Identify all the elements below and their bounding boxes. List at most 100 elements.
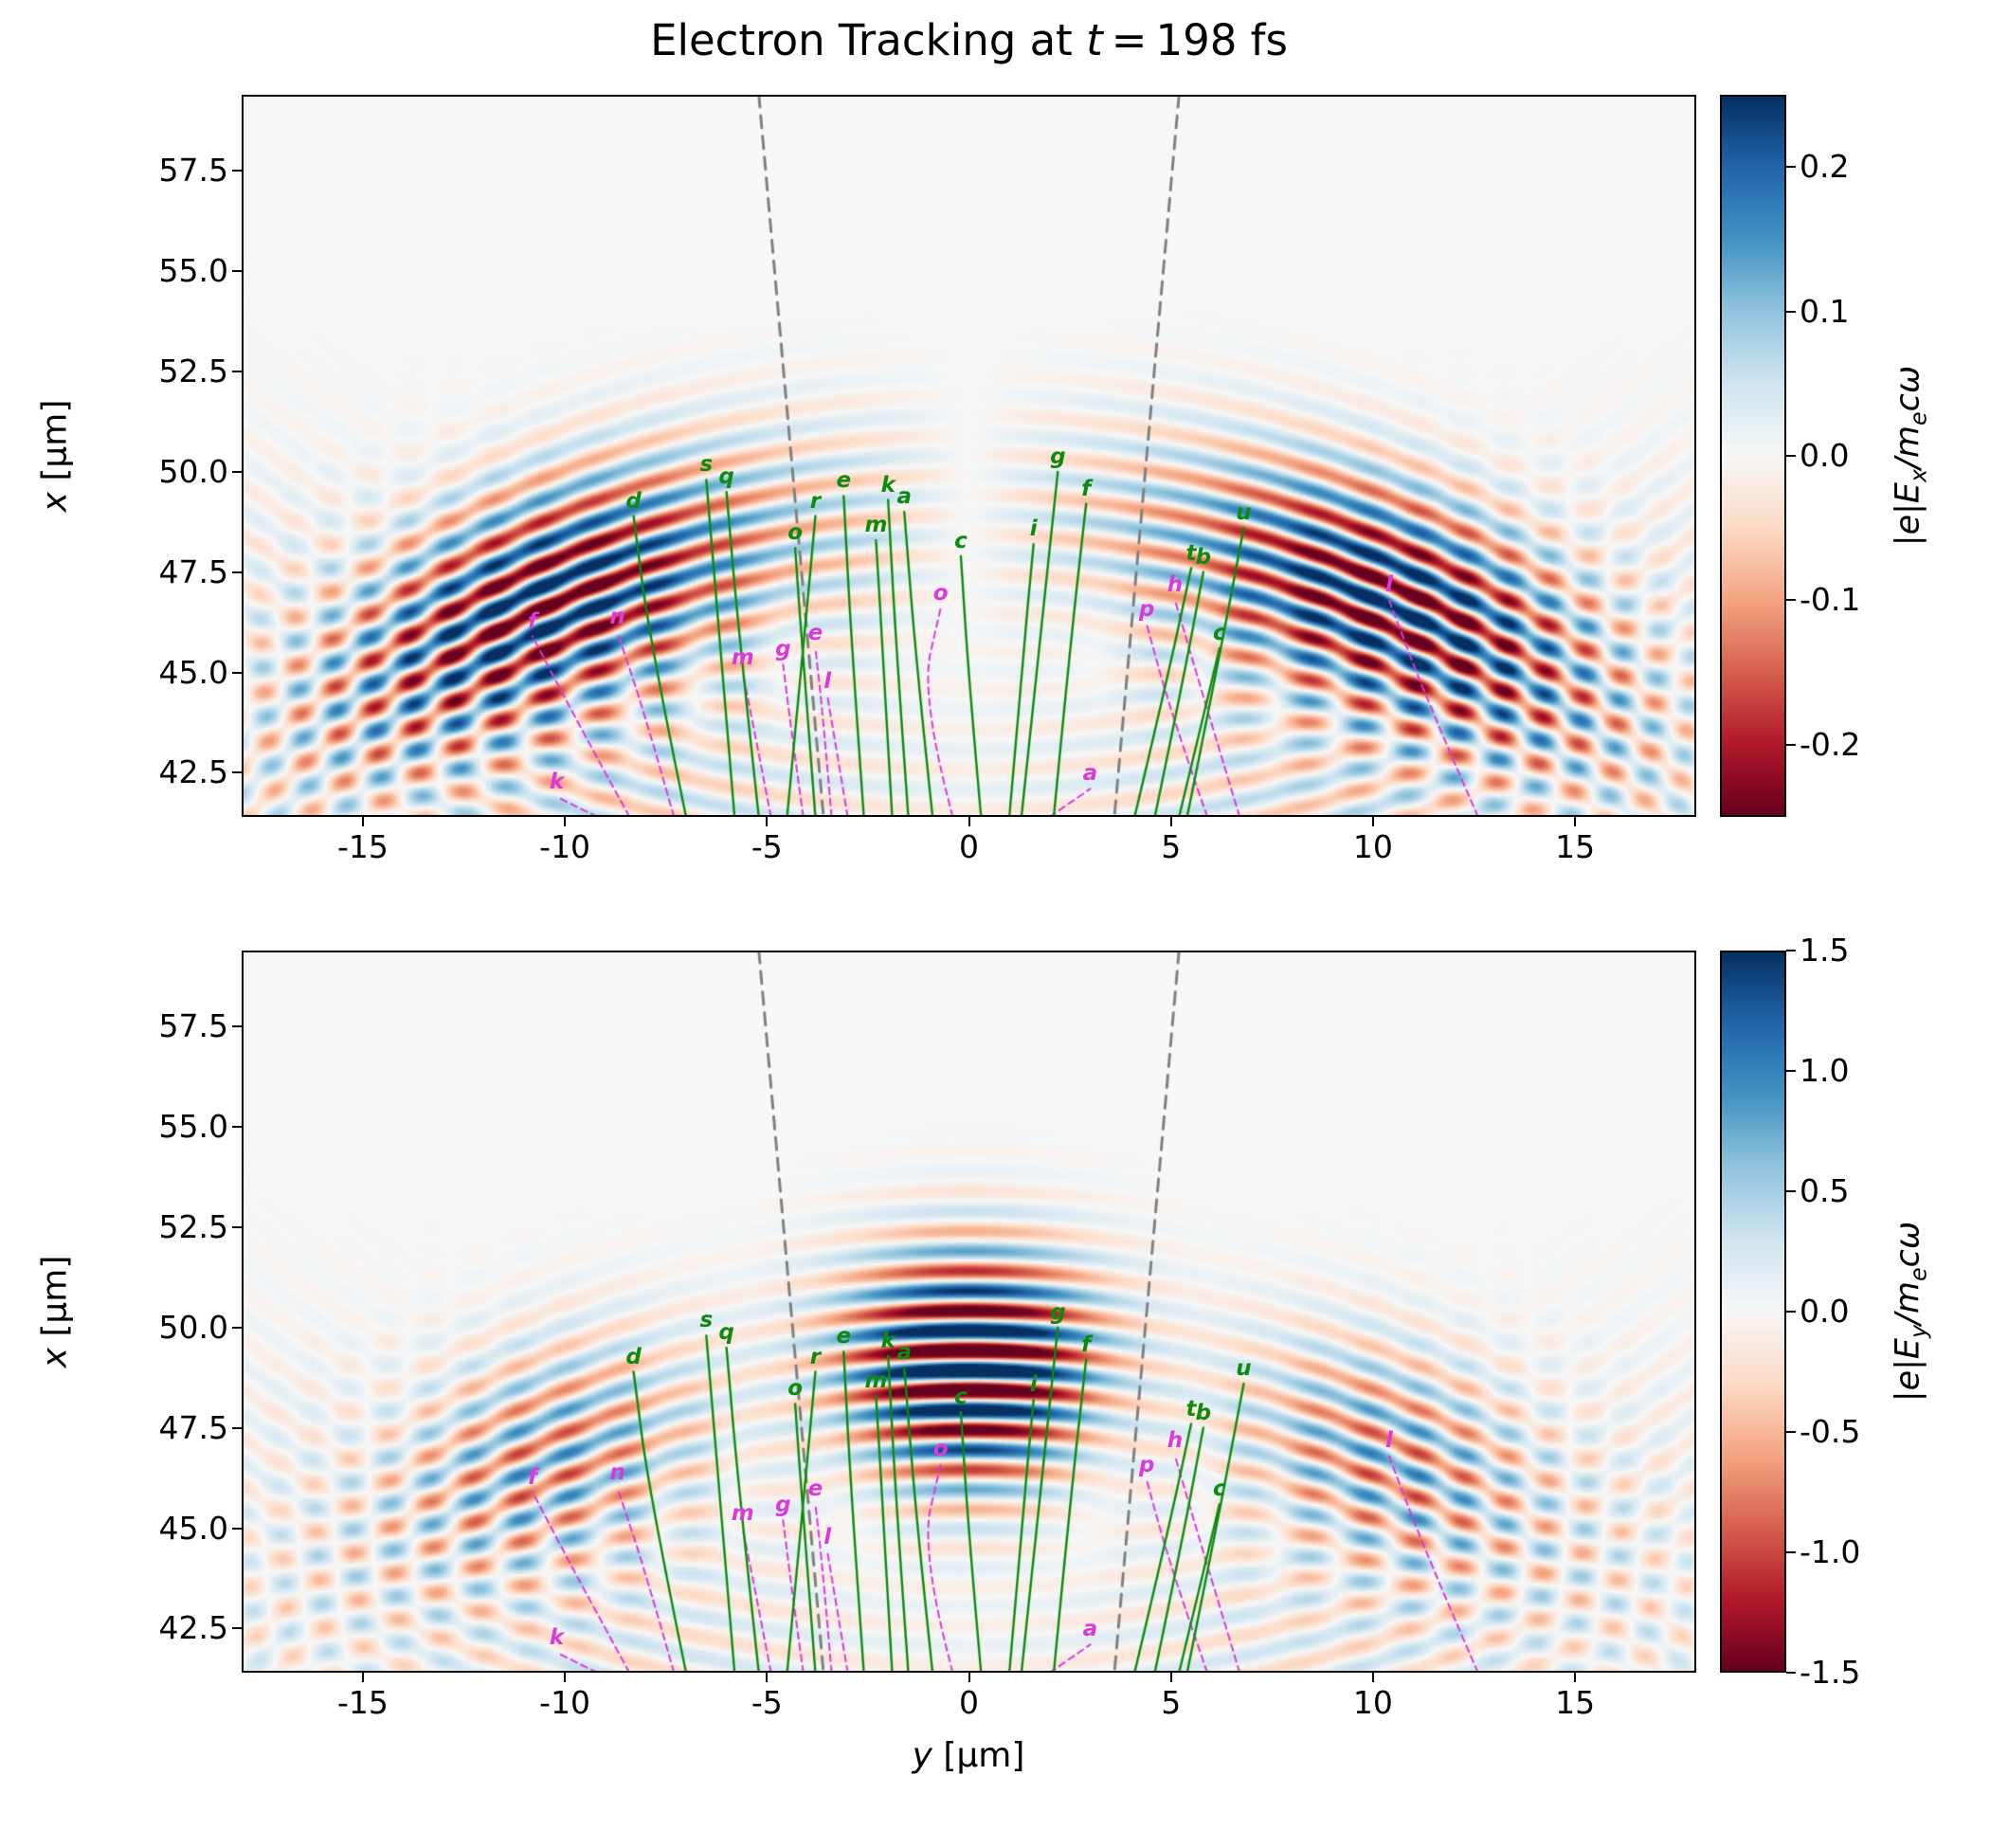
- x-tick-label: 0: [959, 828, 979, 865]
- colorbar-tick-label: 1.5: [1800, 932, 1850, 969]
- y-tick: [232, 470, 242, 473]
- x-tick-label: -5: [751, 828, 783, 865]
- trajectory-label-magenta: l: [823, 669, 832, 694]
- colorbar-tick-label: -0.1: [1800, 581, 1861, 619]
- trajectory-label-magenta: n: [609, 1460, 625, 1486]
- y-tick-label: 45.0: [158, 653, 228, 691]
- colorbar-tick: [1786, 1190, 1796, 1192]
- colorbar-tick: [1786, 455, 1796, 457]
- colorbar-tick: [1786, 950, 1796, 951]
- trajectory-label-magenta: a: [1082, 1617, 1098, 1642]
- x-tick-label: 15: [1555, 1684, 1596, 1721]
- trajectory-label-magenta: p: [1138, 1452, 1155, 1477]
- ex-cblabel-post: cω: [1889, 365, 1927, 412]
- trajectory-label-green: q: [718, 1320, 734, 1346]
- ey-colorbar-label: |e|Ey/mecω: [1890, 1222, 1932, 1402]
- trajectory-label-green: s: [699, 1308, 714, 1333]
- trajectory-label-green: c: [954, 1384, 968, 1409]
- trajectory-label-magenta: n: [609, 605, 625, 630]
- ey-cblabel-sub2: e: [1905, 1267, 1932, 1281]
- trajectory-label-green: t: [1185, 1396, 1197, 1422]
- colorbar-tick: [1786, 166, 1796, 169]
- trajectory-label-magenta: f: [527, 608, 538, 634]
- trajectory-label-green: i: [1029, 1372, 1038, 1398]
- colorbar-tick: [1786, 310, 1796, 313]
- y-tick-label: 50.0: [158, 452, 228, 490]
- x-tick-label: -15: [336, 828, 389, 865]
- x-tick: [968, 817, 970, 826]
- ex-colorbar: [1720, 95, 1786, 817]
- y-tick: [232, 1226, 242, 1229]
- title-variable: t: [1086, 15, 1103, 65]
- colorbar-tick-label: -1.5: [1800, 1654, 1861, 1691]
- y-tick: [232, 1627, 242, 1630]
- x-tick: [1574, 1673, 1577, 1682]
- x-tick: [968, 1673, 970, 1682]
- trajectory-label-green: a: [896, 1340, 913, 1366]
- y-axis-unit: [μm]: [35, 399, 75, 493]
- y-tick: [232, 1126, 242, 1129]
- trajectory-label-green: c: [1213, 621, 1226, 646]
- ex-cblabel-pre: |e|E: [1889, 481, 1927, 547]
- y-axis-variable: x: [35, 492, 75, 513]
- y-tick-label: 42.5: [158, 753, 228, 791]
- ey-cblabel-sub: y: [1905, 1324, 1932, 1338]
- y-axis-variable: x: [35, 1348, 75, 1368]
- ex-cblabel-mid: /m: [1889, 426, 1927, 469]
- title-text: Electron Tracking at: [650, 15, 1087, 65]
- figure-title: Electron Tracking at t = 198 fs: [242, 15, 1696, 65]
- y-tick-label: 52.5: [158, 1208, 228, 1246]
- colorbar-tick-label: 0.0: [1800, 1293, 1850, 1330]
- x-tick: [1371, 1673, 1374, 1682]
- trajectory-label-magenta: p: [1138, 596, 1155, 622]
- y-tick-label: 57.5: [158, 152, 228, 190]
- trajectory-label-green: o: [787, 520, 804, 546]
- trajectory-label-green: e: [836, 468, 852, 494]
- x-axis-variable: y: [912, 1736, 932, 1775]
- y-tick-label: 47.5: [158, 553, 228, 590]
- trajectory-label-magenta: m: [731, 644, 754, 670]
- trajectory-label-green: t: [1185, 540, 1197, 566]
- ex-colorbar-label: |e|Ex/mecω: [1890, 366, 1932, 546]
- trajectory-label-green: q: [718, 464, 734, 490]
- trajectory-label-green: m: [864, 1368, 888, 1393]
- x-tick-label: 0: [959, 1684, 979, 1721]
- colorbar-tick-label: -0.5: [1800, 1413, 1861, 1450]
- trajectory-label-magenta: g: [775, 637, 791, 662]
- y-tick-label: 47.5: [158, 1408, 228, 1446]
- x-tick: [361, 817, 364, 826]
- x-tick-label: 10: [1352, 828, 1393, 865]
- y-tick-label: 55.0: [158, 252, 228, 290]
- trajectory-label-green: c: [1213, 1477, 1226, 1502]
- trajectory-label-magenta: o: [932, 580, 949, 606]
- ey-trajectory-overlay: [242, 951, 1696, 1673]
- x-tick-label: 10: [1352, 1684, 1393, 1721]
- trajectory-label-green: g: [1050, 444, 1066, 469]
- trajectory-label-green: b: [1195, 1400, 1212, 1425]
- trajectory-label-green: f: [1081, 1332, 1092, 1357]
- trajectory-label-green: u: [1236, 500, 1252, 526]
- y-tick-label: 52.5: [158, 353, 228, 390]
- trajectory-label-green: g: [1050, 1299, 1066, 1325]
- trajectory-label-magenta: e: [807, 621, 823, 646]
- x-tick: [1169, 1673, 1172, 1682]
- ey-y-axis-label: x [μm]: [36, 1256, 75, 1368]
- colorbar-tick: [1786, 1431, 1796, 1433]
- trajectory-label-green: d: [625, 1344, 642, 1369]
- trajectory-label-magenta: o: [932, 1436, 949, 1461]
- trajectory-label-magenta: h: [1167, 572, 1184, 598]
- trajectory-label-green: b: [1195, 544, 1212, 570]
- colorbar-tick: [1786, 1672, 1796, 1674]
- x-tick: [1574, 817, 1577, 826]
- ex-cblabel-sub: x: [1905, 468, 1932, 482]
- y-axis-unit: [μm]: [35, 1255, 75, 1349]
- x-axis-label: y [μm]: [913, 1736, 1025, 1775]
- ex-trajectory-overlay: [242, 95, 1696, 817]
- x-tick-label: 5: [1161, 828, 1182, 865]
- y-tick-label: 42.5: [158, 1609, 228, 1647]
- x-tick-label: 5: [1161, 1684, 1182, 1721]
